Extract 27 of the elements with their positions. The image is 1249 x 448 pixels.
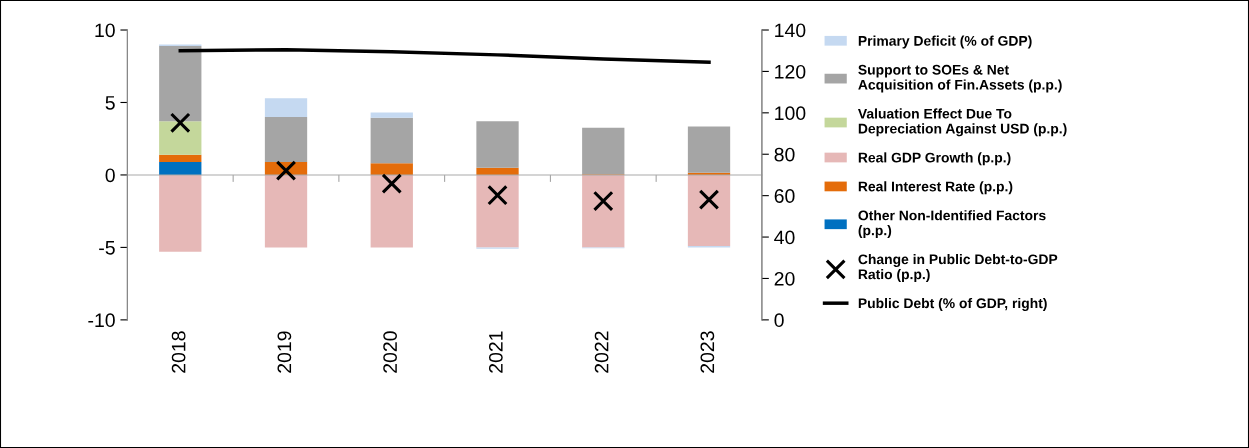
x-tick-label: 2020	[383, 331, 397, 373]
y-tick-label: 10	[95, 23, 115, 38]
y2-tick-label: 60	[774, 189, 795, 203]
y2-tick-label: 100	[775, 106, 806, 121]
y2-tick-label: 80	[774, 147, 795, 162]
y-tick-label: 0	[105, 168, 115, 183]
legend-label: Support to SOEs & Net Acquisition of Fin.Assets (p.p.)	[858, 64, 1062, 93]
x-tick-label: 2021	[488, 331, 503, 373]
y2-tick-label: 20	[774, 271, 795, 286]
x-tick-label: 2023	[700, 331, 715, 373]
legend-label: Real GDP Growth (p.p.)	[858, 152, 1011, 166]
x-tick-label: 2018	[171, 331, 186, 373]
y2-tick-label: 40	[774, 230, 795, 245]
legend-label: Public Debt (% of GDP, right)	[858, 297, 1047, 311]
y-tick-label: -10	[88, 313, 115, 328]
y-tick-label: 5	[105, 96, 115, 110]
x-tick-label: 2019	[277, 331, 292, 373]
legend-label: Other Non-Identified Factors (p.p.)	[858, 210, 1046, 239]
legend-label: Change in Public Debt-to-GDP Ratio (p.p.)	[858, 254, 1058, 282]
y2-tick-label: 140	[775, 23, 806, 38]
y2-tick-label: 120	[775, 64, 806, 79]
legend-label: Real Interest Rate (p.p.)	[858, 181, 1013, 195]
legend-label: Primary Deficit (% of GDP)	[858, 35, 1032, 49]
legend-label: Valuation Effect Due To Depreciation Against USD (p.p.)	[857, 108, 1067, 137]
y-tick-label: -5	[99, 241, 115, 255]
y2-tick-label: 0	[774, 313, 784, 328]
x-tick-label: 2022	[594, 331, 609, 373]
